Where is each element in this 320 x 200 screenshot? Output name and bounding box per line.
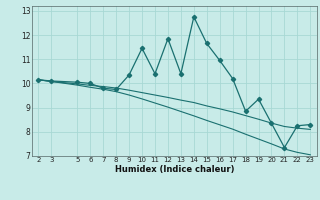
X-axis label: Humidex (Indice chaleur): Humidex (Indice chaleur) — [115, 165, 234, 174]
